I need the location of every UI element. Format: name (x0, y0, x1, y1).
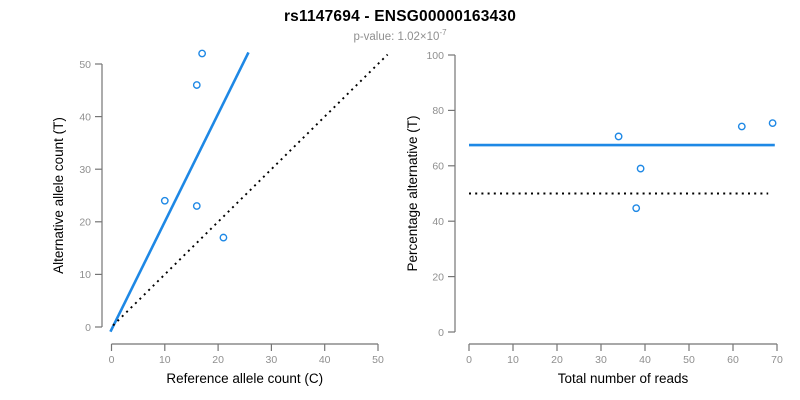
y-tick-label: 50 (79, 59, 91, 71)
p-value-exponent: -7 (439, 27, 447, 37)
y-tick-label: 30 (79, 164, 91, 176)
left-plot: 0 10 20 30 40 50 0 10 20 30 40 50 Reference allele c… (51, 49, 389, 386)
regression-line (109, 51, 250, 333)
x-tick-label: 30 (266, 354, 278, 366)
y-tick-label: 0 (438, 327, 444, 339)
y-tick-label: 20 (432, 271, 444, 283)
x-tick-label: 10 (507, 354, 519, 366)
p-value-text: p-value: 1.02×10 (353, 30, 440, 43)
right-plot-y-axis: 0 20 40 60 80 100 (426, 50, 456, 339)
chart-header: rs1147694 - ENSG00000163430 p-value: 1.0… (0, 8, 800, 44)
right-plot-x-axis: 0 10 20 30 40 50 60 70 (466, 343, 783, 366)
left-plot-y-axis: 0 10 20 30 40 50 (79, 59, 103, 334)
data-point (632, 204, 641, 213)
right-plot: 0 20 40 60 80 100 0 10 20 30 40 50 60 70 Total number … (405, 50, 783, 386)
right-plot-y-title: Percentage alternative (T) (405, 115, 420, 271)
left-plot-points (160, 49, 228, 242)
x-tick-label: 0 (109, 354, 115, 366)
data-point (614, 132, 623, 141)
x-tick-label: 40 (639, 354, 651, 366)
data-point (219, 233, 228, 242)
right-plot-x-title: Total number of reads (558, 371, 689, 386)
x-tick-label: 70 (771, 354, 783, 366)
y-tick-label: 20 (79, 217, 91, 229)
y-tick-label: 40 (79, 111, 91, 123)
left-plot-x-axis: 0 10 20 30 40 50 (109, 343, 384, 366)
identity-line (112, 53, 389, 327)
x-tick-label: 50 (683, 354, 695, 366)
y-tick-label: 100 (426, 50, 444, 62)
x-tick-label: 20 (212, 354, 224, 366)
y-tick-label: 80 (432, 105, 444, 117)
x-tick-label: 30 (595, 354, 607, 366)
data-point (198, 49, 207, 58)
left-plot-x-title: Reference allele count (C) (166, 371, 323, 386)
x-tick-label: 0 (466, 354, 472, 366)
data-point (192, 202, 201, 210)
x-tick-label: 20 (551, 354, 563, 366)
x-tick-label: 60 (727, 354, 739, 366)
data-point (737, 122, 746, 131)
x-tick-label: 40 (319, 354, 331, 366)
x-tick-label: 10 (159, 354, 171, 366)
y-tick-label: 40 (432, 216, 444, 228)
data-point (160, 196, 169, 205)
data-point (768, 119, 777, 128)
y-tick-label: 60 (432, 161, 444, 173)
y-tick-label: 10 (79, 269, 91, 281)
chart-subtitle: p-value: 1.02×10-7 (0, 28, 800, 44)
data-point (192, 81, 201, 89)
y-tick-label: 0 (85, 322, 91, 334)
right-plot-points (614, 119, 777, 213)
left-plot-y-title: Alternative allele count (T) (51, 117, 66, 274)
x-tick-label: 50 (372, 354, 384, 366)
data-point (636, 164, 645, 173)
chart-title: rs1147694 - ENSG00000163430 (283, 8, 517, 25)
